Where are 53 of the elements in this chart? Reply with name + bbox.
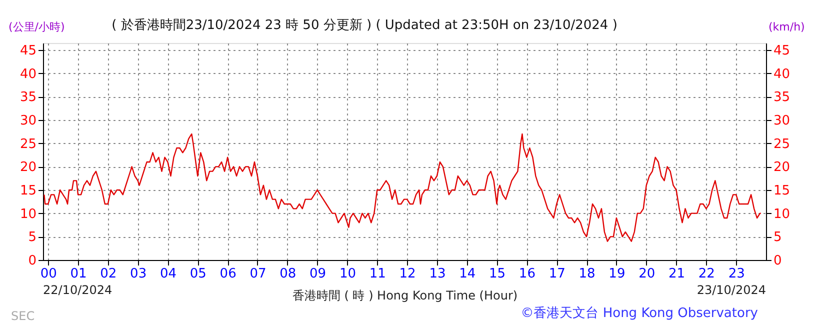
x-tick-label: 02 bbox=[100, 266, 117, 282]
x-tick-label: 04 bbox=[160, 266, 177, 282]
x-tick-label: 18 bbox=[578, 266, 596, 282]
x-tick-label: 23 bbox=[728, 266, 745, 282]
y-tick-label: 20 bbox=[20, 160, 36, 176]
y-tick-label: 35 bbox=[20, 90, 36, 106]
x-tick-label: 08 bbox=[280, 266, 296, 282]
y2-tick-label: 5 bbox=[774, 230, 782, 246]
y2-axis-title: (km/h) bbox=[768, 20, 805, 34]
line-series bbox=[44, 133, 762, 242]
y-tick-label: 10 bbox=[20, 206, 36, 222]
x-tick-label: 09 bbox=[310, 266, 326, 282]
y2-tick-label: 45 bbox=[774, 44, 790, 58]
x-tick-label: 06 bbox=[220, 266, 236, 282]
text: ©香港天文台 Hong Kong Observatory bbox=[520, 306, 758, 321]
y2-tick-label: 0 bbox=[774, 254, 782, 268]
x-tick-label: 16 bbox=[518, 266, 536, 282]
text: 22/10/2024 bbox=[43, 283, 112, 297]
text: 23/10/2024 bbox=[696, 283, 766, 297]
x-tick-label: 03 bbox=[130, 266, 147, 282]
chart-title: ( 於香港時間23/10/2024 23 時 50 分更新 ) ( Updated at 23:50H on 23/10/2024 ) bbox=[112, 18, 618, 33]
y-tick-label: 30 bbox=[20, 114, 36, 128]
x-tick-label: 10 bbox=[339, 266, 356, 282]
x-tick-label: 17 bbox=[548, 266, 566, 282]
x-tick-label: 12 bbox=[399, 266, 416, 282]
x-tick-label: 05 bbox=[190, 266, 206, 282]
y-tick-label: 25 bbox=[20, 136, 36, 152]
y-axis-title: (公里/小時) bbox=[8, 20, 65, 34]
y-tick-label: 40 bbox=[20, 66, 36, 82]
x-tick-label: 21 bbox=[668, 266, 686, 282]
x-tick-label: 01 bbox=[70, 266, 87, 282]
x-tick-label: 22 bbox=[698, 266, 715, 282]
x-tick-label: 00 bbox=[40, 266, 57, 282]
y-tick-label: 45 bbox=[20, 44, 36, 58]
x-axis-title: 香港時間 ( 時 ) Hong Kong Time (Hour) bbox=[292, 288, 518, 302]
x-tick-label: 14 bbox=[459, 266, 476, 282]
y2-tick-label: 15 bbox=[774, 184, 790, 198]
x-tick-label: 15 bbox=[489, 266, 506, 282]
y2-tick-label: 40 bbox=[774, 66, 790, 82]
x-tick-label: 11 bbox=[369, 266, 386, 282]
y2-tick-label: 35 bbox=[774, 90, 790, 106]
y2-tick-label: 30 bbox=[774, 114, 790, 128]
x-tick-label: 20 bbox=[638, 266, 656, 282]
text: SEC bbox=[11, 309, 35, 323]
x-tick-label: 19 bbox=[608, 266, 626, 282]
y-tick-label: 5 bbox=[28, 230, 36, 246]
y-tick-label: 15 bbox=[20, 184, 36, 198]
y2-tick-label: 10 bbox=[774, 206, 790, 222]
x-tick-label: 07 bbox=[250, 266, 266, 282]
y-tick-label: 0 bbox=[28, 254, 36, 268]
y2-tick-label: 20 bbox=[774, 160, 790, 176]
x-tick-label: 13 bbox=[429, 266, 446, 282]
y2-tick-label: 25 bbox=[774, 136, 790, 152]
